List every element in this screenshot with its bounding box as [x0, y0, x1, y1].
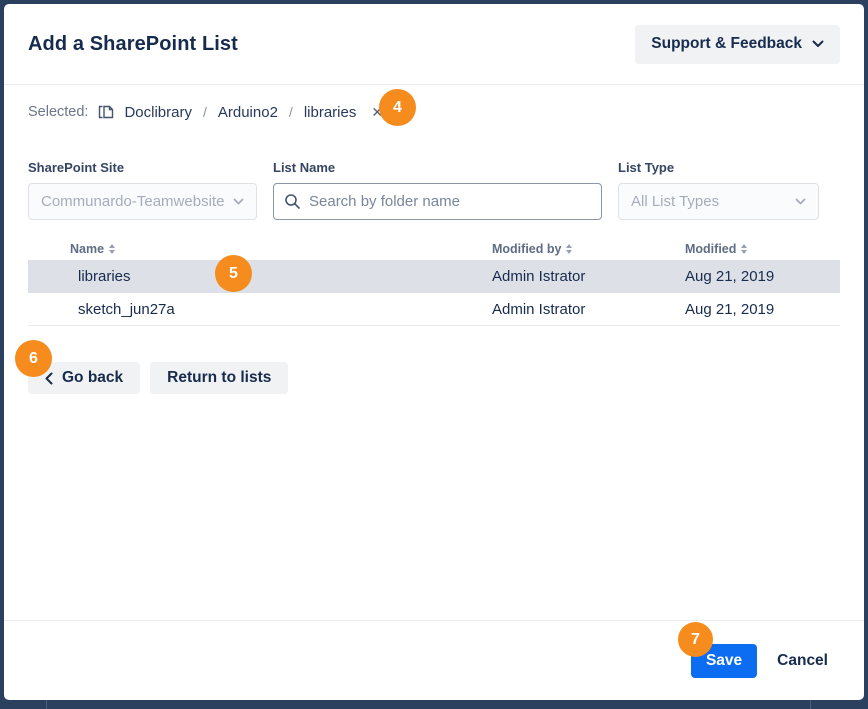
list-type-label: List Type	[618, 160, 675, 175]
content-spacer	[4, 394, 864, 620]
cancel-button[interactable]: Cancel	[777, 651, 828, 669]
chevron-down-icon	[795, 198, 806, 205]
sharepoint-site-select[interactable]: Communardo-Teamwebsite	[28, 183, 257, 220]
clear-selection-icon[interactable]: ✕	[367, 103, 387, 121]
search-input[interactable]	[273, 183, 602, 220]
cell-modified-by: Admin Istrator	[492, 268, 586, 285]
sharepoint-site-field: SharePoint Site Communardo-Teamwebsite	[28, 160, 257, 220]
annotation-badge-5: 5	[215, 255, 252, 292]
breadcrumb-item-arduino2[interactable]: Arduino2	[217, 103, 278, 121]
annotation-badge-6: 6	[15, 340, 52, 377]
return-to-lists-label: Return to lists	[167, 369, 272, 386]
cell-name: libraries	[78, 268, 131, 285]
sharepoint-site-value: Communardo-Teamwebsite	[41, 193, 225, 210]
breadcrumb-item-doclibrary[interactable]: Doclibrary	[124, 103, 192, 121]
background-divider	[810, 699, 811, 709]
sort-icon	[109, 243, 116, 254]
document-library-icon	[97, 103, 115, 121]
background-divider	[46, 699, 47, 709]
dialog-footer: Save Cancel	[4, 620, 864, 700]
support-feedback-label: Support & Feedback	[651, 35, 802, 52]
page-title: Add a SharePoint List	[28, 32, 238, 55]
cell-name: sketch_jun27a	[78, 300, 175, 318]
sharepoint-site-label: SharePoint Site	[28, 160, 125, 175]
sort-icon	[741, 243, 748, 254]
breadcrumb-separator: /	[288, 104, 293, 120]
breadcrumb-separator: /	[202, 104, 207, 120]
selected-label: Selected:	[28, 104, 89, 120]
cell-modified: Aug 21, 2019	[685, 268, 775, 285]
table-row-libraries[interactable]: libraries Admin Istrator Aug 21, 2019	[28, 260, 840, 293]
cell-modified: Aug 21, 2019	[685, 300, 775, 318]
breadcrumb-item-libraries[interactable]: libraries	[303, 103, 357, 121]
go-back-label: Go back	[62, 369, 124, 386]
navigation-actions: Go back Return to lists	[4, 326, 864, 394]
filter-row: SharePoint Site Communardo-Teamwebsite L…	[4, 139, 864, 220]
chevron-down-icon	[233, 198, 244, 205]
annotation-badge-4: 4	[379, 89, 416, 126]
list-type-select[interactable]: All List Types	[618, 183, 819, 220]
column-header-modified-by[interactable]: Modified by	[492, 242, 685, 256]
column-header-name[interactable]: Name	[28, 242, 492, 256]
sort-icon	[566, 243, 573, 254]
list-type-value: All List Types	[631, 193, 720, 210]
chevron-down-icon	[812, 40, 824, 48]
go-back-button[interactable]: Go back	[28, 362, 141, 394]
table-row-sketch-jun27a[interactable]: sketch_jun27a Admin Istrator Aug 21, 201…	[28, 293, 840, 326]
chevron-left-icon	[45, 372, 53, 385]
folder-table: Name Modified by Modified libraries Admi…	[28, 237, 840, 326]
list-type-field: List Type All List Types	[618, 160, 819, 220]
list-name-label: List Name	[273, 160, 336, 175]
column-header-modified[interactable]: Modified	[685, 242, 840, 256]
dialog-header: Add a SharePoint List Support & Feedback	[4, 4, 864, 85]
table-header-row: Name Modified by Modified	[28, 237, 840, 260]
annotation-badge-7: 7	[678, 622, 713, 657]
return-to-lists-button[interactable]: Return to lists	[150, 362, 289, 394]
support-feedback-button[interactable]: Support & Feedback	[635, 24, 840, 64]
cell-modified-by: Admin Istrator	[492, 300, 586, 318]
selected-bar: Selected: Doclibrary / Arduino2 / librar…	[4, 85, 864, 139]
add-sharepoint-list-dialog: Add a SharePoint List Support & Feedback…	[4, 4, 864, 700]
list-name-field: List Name	[273, 160, 602, 220]
